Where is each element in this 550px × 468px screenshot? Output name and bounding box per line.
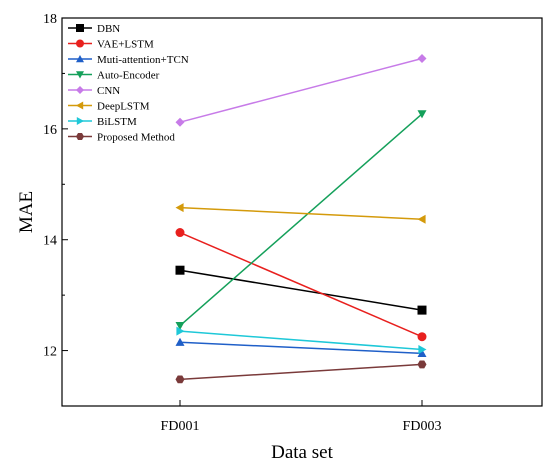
legend-label: CNN [97,85,120,97]
legend-item: CNN [68,85,120,97]
data-point [417,110,427,119]
legend-item: BiLSTM [68,116,137,128]
y-tick-label: 14 [43,234,57,249]
legend-label: VAE+LSTM [97,39,154,51]
data-point [418,344,427,354]
x-tick-label: FD001 [161,419,200,434]
data-point [175,322,185,331]
legend-label: BiLSTM [97,116,137,128]
series-dbn [175,265,427,315]
legend: DBN VAE+LSTM Muti-attention+TCN Auto-Encode… [68,23,189,144]
data-point [417,53,427,63]
series-bilstm [176,326,427,354]
data-point [175,228,185,238]
series-muti-attention-tcn [175,337,427,357]
legend-marker [76,101,84,110]
data-point [175,265,185,275]
series-vae-lstm [175,228,427,342]
y-axis-title: MAE [16,191,37,233]
plot-frame [61,17,543,407]
data-point [417,360,427,369]
legend-marker [76,71,84,79]
legend-item: Proposed Method [68,132,175,144]
x-tick-label: FD003 [403,419,442,434]
data-point [417,305,427,315]
data-point [175,203,184,213]
series-auto-encoder [175,110,427,331]
x-axis-title: Data set [271,442,333,463]
legend-marker [76,117,84,125]
legend-item: Muti-attention+TCN [68,54,189,66]
data-point [417,332,427,342]
y-tick-label: 18 [43,12,57,27]
data-point [417,348,427,357]
series-line [179,341,423,355]
series-deeplstm [175,203,426,224]
legend-item: VAE+LSTM [68,39,154,51]
series-line [179,57,423,123]
legend-item: Auto-Encoder [68,70,160,82]
series-layer [175,53,427,384]
legend-marker [76,86,84,94]
data-point [417,214,426,224]
data-point [176,326,185,336]
legend-label: Muti-attention+TCN [97,54,189,66]
series-line [179,206,423,220]
legend-label: DBN [97,23,120,35]
legend-label: DeepLSTM [97,101,150,113]
legend-marker [76,39,84,48]
data-point [175,337,185,346]
series-proposed-method [175,360,427,384]
y-tick-label: 16 [43,123,57,138]
legend-item: DeepLSTM [68,101,150,113]
series-line [179,330,423,351]
legend-label: Proposed Method [97,132,175,144]
data-point [175,117,185,127]
axis-ticks: 12 14 16 18 FD001 FD003 [43,12,441,434]
legend-marker [76,133,84,140]
legend-marker [76,24,84,32]
y-tick-label: 12 [43,345,57,360]
legend-item: DBN [68,23,120,35]
legend-marker [76,55,84,63]
series-line [179,113,423,327]
data-point [175,375,185,384]
legend-label: Auto-Encoder [97,70,160,82]
series-cnn [175,53,427,127]
series-line [179,231,423,338]
series-line [179,363,423,381]
series-line [179,269,423,311]
